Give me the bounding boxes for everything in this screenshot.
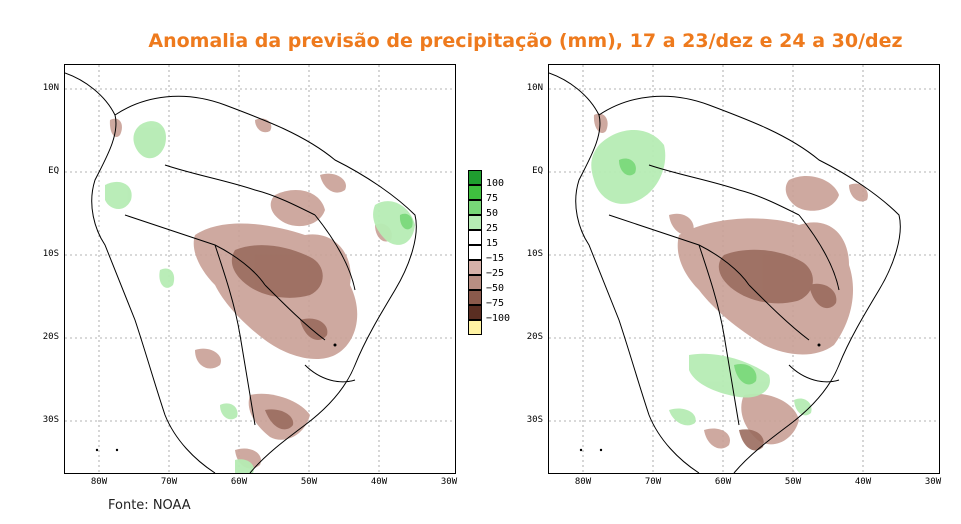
lat-tick-30s: 30S [42, 415, 59, 425]
legend-swatch [468, 260, 482, 275]
legend-row: 25 [468, 215, 528, 234]
lon-tick-70w: 70W [644, 477, 662, 487]
lat-tick-20s: 20S [42, 332, 59, 342]
map-plot-right [549, 65, 939, 473]
legend-row: −25 [468, 260, 528, 279]
lat-tick-20s: 20S [526, 332, 543, 342]
lat-tick-10s: 10S [42, 249, 59, 259]
lon-tick-50w: 50W [784, 477, 802, 487]
legend-label: −100 [486, 313, 511, 324]
legend-label: −25 [486, 268, 505, 279]
lon-tick-60w: 60W [714, 477, 732, 487]
legend-label: 50 [486, 208, 499, 219]
legend-label: −15 [486, 253, 505, 264]
legend-swatch [468, 185, 482, 200]
source-credit: Fonte: NOAA [108, 498, 191, 513]
forecast-map-right: 10N EQ 10S 20S 30S 80W 70W 60W 50W 40W 3… [527, 64, 941, 487]
lon-tick-80w: 80W [574, 477, 592, 487]
lat-tick-10n: 10N [526, 83, 543, 93]
legend-label: −75 [486, 298, 505, 309]
legend-row [468, 320, 528, 335]
legend-swatch [468, 320, 482, 335]
legend-swatch [468, 245, 482, 260]
legend-row: 15 [468, 230, 528, 249]
legend-label: −50 [486, 283, 505, 294]
legend-label: 75 [486, 193, 499, 204]
legend-swatch [468, 200, 482, 215]
legend-row: −75 [468, 290, 528, 309]
lon-tick-60w: 60W [230, 477, 248, 487]
legend-swatch [468, 305, 482, 320]
lon-tick-70w: 70W [160, 477, 178, 487]
lon-tick-30w: 30W [440, 477, 458, 487]
legend-label: 25 [486, 223, 499, 234]
lon-tick-30w: 30W [924, 477, 942, 487]
legend-row: −100 [468, 305, 528, 324]
legend-row: 50 [468, 200, 528, 219]
legend-swatch [468, 170, 482, 185]
lat-tick-10n: 10N [42, 83, 59, 93]
map-plot-left [65, 65, 455, 473]
lat-tick-30s: 30S [526, 415, 543, 425]
forecast-map-left: 10N EQ 10S 20S 30S 80W 70W 60W 50W 40W 3… [43, 64, 457, 487]
legend-swatch [468, 275, 482, 290]
lon-tick-40w: 40W [854, 477, 872, 487]
legend-row: 75 [468, 185, 528, 204]
legend-row: −50 [468, 275, 528, 294]
legend-swatch [468, 290, 482, 305]
legend-label: 15 [486, 238, 499, 249]
lon-tick-40w: 40W [370, 477, 388, 487]
lon-tick-80w: 80W [90, 477, 108, 487]
legend-row: 100 [468, 170, 528, 189]
legend-row: −15 [468, 245, 528, 264]
legend-swatch [468, 230, 482, 245]
lon-tick-50w: 50W [300, 477, 318, 487]
legend-label: 100 [486, 178, 505, 189]
lat-tick-eq: EQ [532, 166, 543, 176]
color-legend: 100 75 50 25 15 −15 −25 −50 −75 −100 [468, 170, 528, 370]
lat-tick-10s: 10S [526, 249, 543, 259]
figure-title: Anomalia da previsão de precipitação (mm… [148, 30, 903, 52]
legend-swatch [468, 215, 482, 230]
lat-tick-eq: EQ [48, 166, 59, 176]
